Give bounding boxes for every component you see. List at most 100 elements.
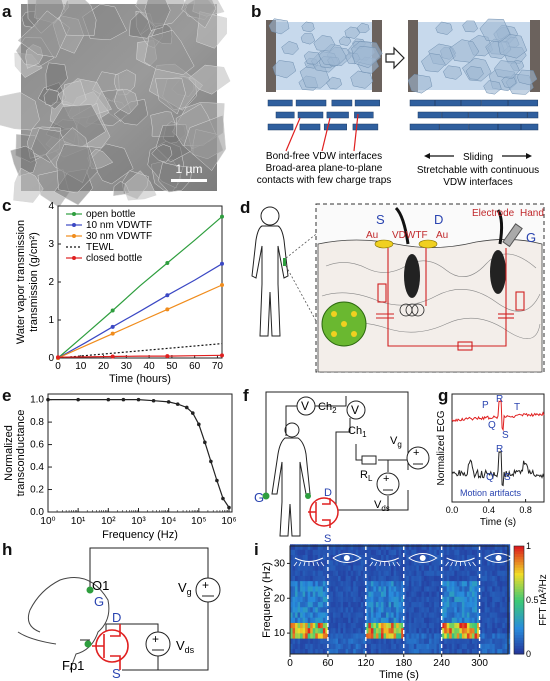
spectrogram-cell bbox=[484, 633, 488, 639]
spectrogram-cell bbox=[353, 633, 357, 639]
spectrogram-cell bbox=[345, 596, 349, 603]
spectrogram-cell bbox=[444, 612, 448, 618]
spectrogram-cell bbox=[388, 565, 392, 571]
spectrogram-cell bbox=[479, 596, 483, 603]
spectrogram-cell bbox=[322, 638, 326, 644]
spectrogram-cell bbox=[290, 606, 293, 613]
spectrogram-cell bbox=[302, 580, 306, 587]
spectrogram-cell bbox=[302, 638, 306, 644]
y-tick-label: 20 bbox=[274, 593, 286, 604]
spectrogram-cell bbox=[350, 559, 354, 566]
x-tick-label: 30 bbox=[121, 361, 133, 372]
spectrogram-cell bbox=[302, 586, 306, 592]
spectrogram-cell bbox=[315, 622, 319, 629]
spectrogram-cell bbox=[401, 565, 405, 571]
spectrogram-cell bbox=[295, 627, 298, 634]
spectrogram-cell bbox=[461, 586, 465, 592]
spectrogram-cell bbox=[482, 591, 485, 597]
x-tick-label: 120 bbox=[357, 658, 374, 669]
spectrogram-cell bbox=[350, 622, 354, 629]
spectrogram-cell bbox=[325, 612, 329, 618]
spectrogram-cell bbox=[469, 549, 473, 556]
colorbar-step bbox=[514, 562, 524, 566]
spectrogram-cell bbox=[489, 544, 493, 550]
sem-flake bbox=[56, 144, 98, 194]
spectrogram-cell bbox=[418, 575, 422, 582]
spectrogram-cell bbox=[312, 633, 316, 639]
spectrogram-cell bbox=[350, 648, 354, 655]
spectrogram-cell bbox=[403, 596, 407, 603]
spectrogram-cell bbox=[327, 601, 331, 608]
layer-segment bbox=[481, 99, 509, 107]
spectrogram-cell bbox=[429, 565, 432, 571]
eyelash bbox=[374, 561, 378, 567]
label-rl: RL bbox=[360, 469, 373, 483]
spectrogram-cell bbox=[295, 565, 298, 571]
spectrogram-cell bbox=[292, 586, 296, 592]
spectrogram-cell bbox=[315, 570, 319, 576]
spectrogram-cell bbox=[312, 544, 316, 550]
spectrogram-cell bbox=[502, 633, 506, 639]
spectrogram-cell bbox=[403, 627, 407, 634]
spectrogram-cell bbox=[474, 596, 478, 603]
spectrogram-cell bbox=[479, 559, 483, 566]
spectrogram-cell bbox=[487, 606, 490, 613]
spectrogram-cell bbox=[487, 591, 490, 597]
spectrogram-cell bbox=[363, 596, 367, 603]
spectrogram-cell bbox=[401, 612, 405, 618]
spectrogram-cell bbox=[474, 559, 478, 566]
spectrogram-cell bbox=[378, 601, 382, 608]
spectrogram-cell bbox=[338, 643, 341, 650]
spectrogram-cell bbox=[431, 580, 435, 587]
spectrogram-cell bbox=[396, 570, 399, 576]
spectrogram-cell bbox=[302, 591, 306, 597]
spectrogram-cell bbox=[292, 596, 296, 603]
spectrogram-cell bbox=[375, 627, 379, 634]
spectrogram-cell bbox=[492, 544, 496, 550]
colorbar-step bbox=[514, 605, 524, 609]
spectrogram-cell bbox=[340, 601, 344, 608]
spectrogram-cell bbox=[290, 627, 293, 634]
spectrogram-cell bbox=[454, 648, 458, 655]
vdw-flake bbox=[300, 33, 316, 45]
spectrogram-cell bbox=[477, 617, 480, 623]
spectrogram-cell bbox=[479, 565, 483, 571]
spectrogram-cell bbox=[310, 627, 314, 634]
spectrogram-cell bbox=[449, 606, 453, 613]
spectrogram-cell bbox=[426, 580, 430, 587]
spectrogram-cell bbox=[345, 575, 349, 582]
spectrogram-cell bbox=[365, 638, 369, 644]
spectrogram-cell bbox=[418, 580, 422, 587]
spectrogram-cell bbox=[380, 559, 384, 566]
spectrogram-cell bbox=[380, 606, 384, 613]
spectrogram-cell bbox=[290, 565, 293, 571]
spectrogram-cell bbox=[504, 544, 508, 550]
spectrogram-cell bbox=[459, 643, 463, 650]
spectrogram-cell bbox=[451, 643, 455, 650]
label-s: S bbox=[112, 666, 121, 681]
spectrogram-cell bbox=[436, 617, 440, 623]
spectrogram-cell bbox=[393, 633, 397, 639]
spectrogram-cell bbox=[300, 580, 303, 587]
spectrogram-cell bbox=[429, 633, 432, 639]
eyelash bbox=[396, 561, 401, 567]
spectrogram-cell bbox=[502, 643, 506, 650]
colorbar-step bbox=[514, 629, 524, 633]
spectrogram-cell bbox=[393, 612, 397, 618]
spectrogram-cell bbox=[380, 638, 384, 644]
spectrogram-cell bbox=[406, 591, 410, 597]
spectrogram-cell bbox=[449, 622, 453, 629]
spectrogram-cell bbox=[358, 601, 362, 608]
spectrogram-cell bbox=[360, 622, 364, 629]
spectrogram-cell bbox=[343, 633, 346, 639]
spectrogram-cell bbox=[386, 559, 389, 566]
spectrogram-cell bbox=[355, 627, 359, 634]
spectrogram-cell bbox=[434, 575, 437, 582]
spectrogram-cell bbox=[335, 617, 339, 623]
spectrogram-cell bbox=[378, 549, 382, 556]
spectrogram-cell bbox=[335, 565, 339, 571]
spectrogram-cell bbox=[373, 617, 377, 623]
spectrogram-cell bbox=[300, 617, 303, 623]
spectrogram-cell bbox=[320, 554, 324, 561]
spectrogram-cell bbox=[416, 586, 420, 592]
